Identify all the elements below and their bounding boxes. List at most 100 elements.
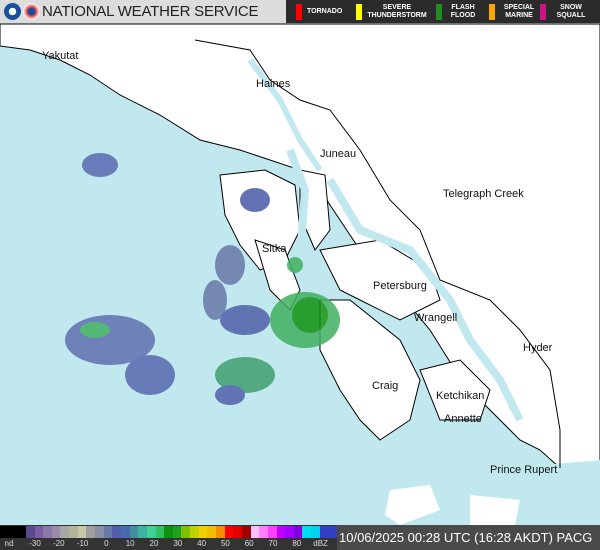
tornado-swatch (296, 4, 302, 20)
island-revillagigedo (419, 359, 491, 421)
color-swatch (86, 526, 96, 538)
legend-label: 10 (125, 539, 135, 548)
color-swatch (77, 526, 87, 538)
color-swatch (0, 526, 9, 538)
color-swatch (34, 526, 44, 538)
color-swatch (25, 526, 35, 538)
color-swatch (112, 526, 121, 538)
city-label: Annette (444, 413, 482, 425)
color-swatch (164, 526, 173, 538)
color-swatch (276, 526, 286, 538)
warning-flash-flood: FLASH FLOOD (436, 4, 486, 20)
channel (286, 148, 524, 422)
color-swatch (190, 526, 199, 538)
color-swatch (224, 526, 234, 538)
legend-label: dBZ (313, 539, 328, 548)
special-marine-swatch (489, 4, 495, 20)
color-swatch (216, 526, 225, 538)
color-swatch (60, 526, 70, 538)
color-swatch (51, 526, 61, 538)
city-label: Juneau (320, 148, 357, 160)
warning-special-marine: SPECIAL MARINE (489, 4, 539, 20)
city-label: Telegraph Creek (443, 188, 524, 200)
legend-label: 80 (292, 539, 302, 548)
echo (215, 385, 245, 405)
legend-label: 0 (104, 539, 109, 548)
warning-label: TORNADO (307, 8, 343, 15)
warning-label: FLASH FLOOD (450, 4, 476, 19)
nws-logo (23, 3, 40, 20)
echo (287, 257, 303, 273)
echo (292, 297, 328, 333)
radar-echoes (65, 153, 340, 405)
color-swatch (17, 526, 26, 538)
echo (240, 188, 270, 212)
channel-lynn (247, 58, 323, 172)
color-swatch (319, 526, 329, 538)
warning-tornado: TORNADO (296, 4, 342, 20)
color-swatch (43, 526, 52, 538)
warning-severe-thunderstorm: SEVERE THUNDERSTORM (356, 4, 436, 20)
color-swatch (8, 526, 18, 538)
city-label: Yakutat (42, 50, 79, 62)
island-south (385, 485, 520, 525)
legend-label: -20 (53, 539, 65, 548)
city-label: Hyder (523, 342, 553, 354)
color-swatch (103, 526, 113, 538)
color-swatch (129, 526, 139, 538)
mainland (0, 23, 600, 471)
warning-snow-squall: SNOW SQUALL (540, 4, 595, 20)
color-swatch (138, 526, 147, 538)
echo (203, 280, 227, 320)
color-swatch (250, 526, 260, 538)
island-prince-of-wales (319, 299, 421, 441)
color-swatch (233, 526, 242, 538)
color-swatch (155, 526, 165, 538)
color-swatch (207, 526, 217, 538)
warning-label: SNOW SQUALL (556, 4, 586, 19)
city-label: Craig (372, 380, 399, 392)
color-swatch (267, 526, 277, 538)
noaa-logo (4, 3, 21, 20)
color-scale (0, 526, 337, 538)
color-swatch (293, 526, 303, 538)
warning-legend: TORNADO SEVERE THUNDERSTORM FLASH FLOOD … (286, 0, 600, 23)
color-swatch (311, 526, 320, 538)
echo (82, 153, 118, 177)
color-swatch (120, 526, 130, 538)
color-swatch (69, 526, 78, 538)
color-swatch (95, 526, 104, 538)
reflectivity-legend: nd -30 -20 -10 0 10 20 30 40 50 60 70 80 dBZ (0, 525, 337, 550)
color-swatch (328, 526, 337, 538)
legend-label: 30 (173, 539, 183, 548)
color-swatch (172, 526, 182, 538)
city-label: Sitka (262, 243, 287, 255)
warning-label: SPECIAL MARINE (503, 4, 535, 19)
city-label: Wrangell (414, 312, 458, 324)
warning-label: SEVERE THUNDERSTORM (367, 4, 427, 19)
severe-thunderstorm-swatch (356, 4, 362, 20)
color-swatch (198, 526, 208, 538)
city-label: Petersburg (373, 280, 427, 292)
color-swatch (181, 526, 191, 538)
legend-label: -10 (76, 539, 89, 548)
echo (215, 357, 275, 393)
snow-squall-swatch (540, 4, 546, 20)
color-swatch (285, 526, 294, 538)
legend-label: 40 (197, 539, 207, 548)
city-label: Ketchikan (436, 390, 485, 402)
legend-label: 50 (220, 539, 230, 548)
city-label: Prince Rupert (490, 464, 558, 476)
legend-label: 60 (244, 539, 254, 548)
page-title: NATIONAL WEATHER SERVICE (42, 3, 259, 20)
color-swatch (241, 526, 251, 538)
legend-label: nd (4, 539, 14, 548)
echo (125, 355, 175, 395)
echo (215, 245, 245, 285)
border-line (194, 39, 561, 468)
color-swatch (259, 526, 268, 538)
color-swatch (302, 526, 312, 538)
color-swatch (146, 526, 156, 538)
city-label: Haines (256, 78, 291, 90)
